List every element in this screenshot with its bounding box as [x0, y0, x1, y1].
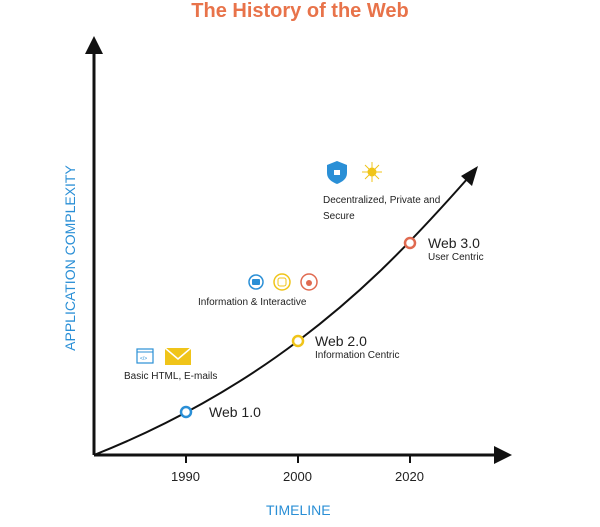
email-icon — [164, 347, 192, 365]
milestone-web3-description: Decentralized, Private and Secure — [323, 195, 441, 222]
tick-label-2020: 2020 — [395, 469, 424, 484]
diagram-title: The History of the Web — [191, 0, 409, 22]
milestone-web1-description: Basic HTML, E-mails — [124, 371, 218, 382]
milestone-web1-name: Web 1.0 — [209, 404, 261, 420]
milestone-web2-subtitle: Information Centric — [315, 350, 400, 361]
curve-arrow — [461, 166, 478, 186]
tick-label-2000: 2000 — [283, 469, 312, 484]
milestone-web3-name: Web 3.0 — [428, 235, 480, 251]
milestone-web1-marker — [179, 405, 193, 419]
milestone-web3-marker — [403, 236, 417, 250]
html-window-icon: </> — [136, 348, 154, 364]
svg-text:</>: </> — [140, 356, 147, 362]
milestone-web2-description: Information & Interactive — [198, 297, 307, 308]
milestone-web2-name: Web 2.0 — [315, 333, 367, 349]
tick-label-1990: 1990 — [171, 469, 200, 484]
youtube-icon — [248, 274, 264, 290]
x-axis-label: TIMELINE — [266, 502, 331, 518]
y-axis-arrow — [85, 36, 103, 54]
instagram-icon — [273, 273, 291, 291]
twitter-icon — [300, 273, 318, 291]
blockchain-icon — [362, 162, 382, 182]
shield-lock-icon — [327, 161, 347, 184]
milestone-web2-marker — [291, 334, 305, 348]
x-axis-arrow — [494, 446, 512, 464]
y-axis-label: APPLICATION COMPLEXITY — [62, 165, 78, 351]
milestone-web3-subtitle: User Centric — [428, 252, 484, 263]
